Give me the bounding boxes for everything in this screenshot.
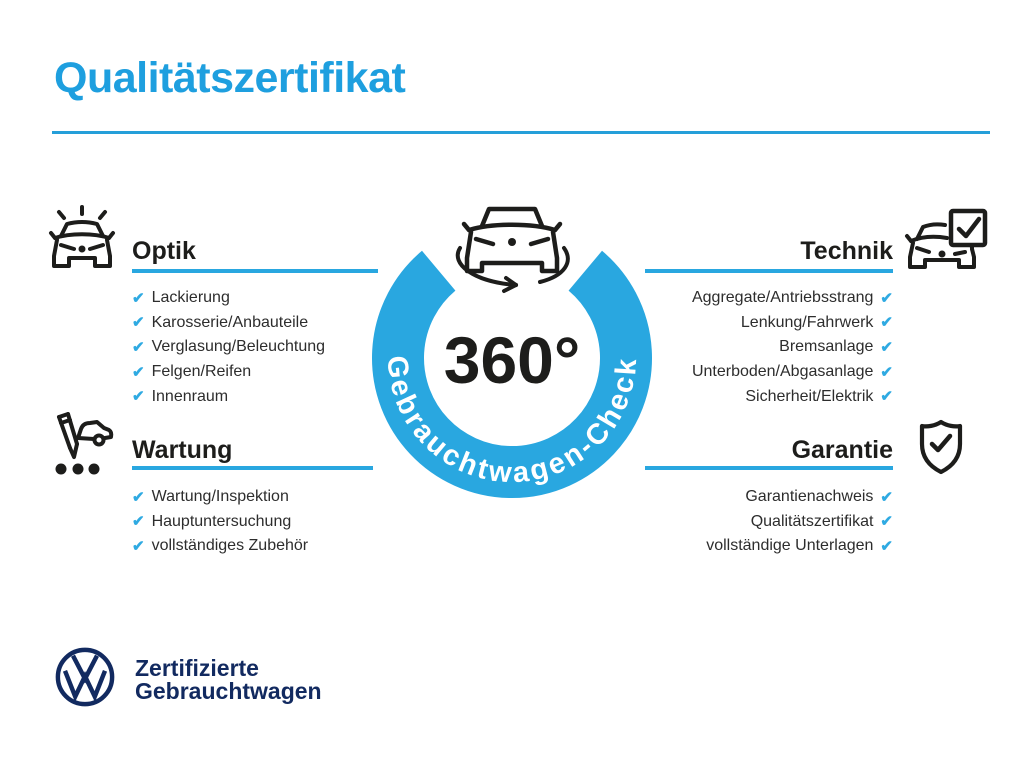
section-underline-wartung [132,466,373,470]
list-item: Bremsanlage ✔ [779,335,893,360]
item-label: Lackierung [151,289,230,307]
check-icon: ✔ [880,338,893,356]
list-item: ✔ Lackierung [132,286,325,311]
item-label: Sicherheit/Elektrik [745,387,874,405]
section-underline-technik [645,269,893,273]
check-icon: ✔ [132,314,145,332]
brand-line-1: Zertifizierte [135,655,259,681]
item-label: vollständige Unterlagen [706,537,874,555]
list-item: ✔ Felgen/Reifen [132,360,325,385]
technik-checklist: Aggregate/Antriebsstrang ✔ Lenkung/Fahrwe… [573,286,893,409]
check-icon: ✔ [880,388,893,406]
check-icon: ✔ [132,363,145,381]
check-icon: ✔ [880,314,893,332]
rotating-car-icon [455,206,570,293]
list-item: ✔ Verglasung/Beleuchtung [132,335,325,360]
360-check-badge: Gebrauchtwagen-Check 360° [372,206,652,498]
check-icon: ✔ [880,363,893,381]
header-divider [52,131,990,134]
optik-checklist: ✔ Lackierung ✔ Karosserie/Anbauteile ✔ Verg… [132,286,325,409]
section-underline-optik [132,269,378,273]
list-item: Aggregate/Antriebsstrang ✔ [692,286,893,311]
badge-degree-label: 360° [444,323,581,397]
badge-ring [372,250,652,498]
section-title-garantie: Garantie [791,436,893,464]
page-title: Qualitätszertifikat [54,54,406,102]
brand-wordmark: Zertifizierte Gebrauchtwagen [135,657,322,703]
item-label: Hauptuntersuchung [151,512,292,530]
item-label: Wartung/Inspektion [151,488,289,506]
list-item: ✔ Hauptuntersuchung [132,510,308,535]
list-item: vollständige Unterlagen ✔ [706,534,893,559]
check-icon: ✔ [132,513,145,531]
item-label: Felgen/Reifen [151,363,252,381]
list-item: ✔ Karosserie/Anbauteile [132,311,325,336]
item-label: Verglasung/Beleuchtung [151,338,326,356]
wartung-checklist: ✔ Wartung/Inspektion ✔ Hauptuntersuchung ✔… [132,485,308,559]
check-icon: ✔ [132,488,145,506]
item-label: Garantienachweis [745,488,874,506]
service-checklist-icon [55,412,114,475]
item-label: Aggregate/Antriebsstrang [691,289,874,307]
list-item: Sicherheit/Elektrik ✔ [745,384,893,409]
sparkling-car-icon [49,205,115,268]
item-label: Qualitätszertifikat [750,512,874,530]
item-label: Lenkung/Fahrwerk [740,313,874,331]
check-icon: ✔ [132,537,145,555]
list-item: Qualitätszertifikat ✔ [751,510,893,535]
section-title-technik: Technik [800,237,893,265]
check-icon: ✔ [880,289,893,307]
check-icon: ✔ [880,513,893,531]
item-label: Unterboden/Abgasanlage [691,363,874,381]
garantie-checklist: Garantienachweis ✔ Qualitätszertifikat ✔ v… [573,485,893,559]
item-label: Bremsanlage [779,338,874,356]
check-icon: ✔ [880,488,893,506]
check-icon: ✔ [132,289,145,307]
list-item: Lenkung/Fahrwerk ✔ [741,311,893,336]
check-icon: ✔ [132,388,145,406]
list-item: Unterboden/Abgasanlage ✔ [692,360,893,385]
item-label: Karosserie/Anbauteile [151,313,309,331]
section-title-wartung: Wartung [132,436,233,464]
section-underline-garantie [645,466,893,470]
check-icon: ✔ [880,537,893,555]
car-checkbox-icon [905,208,988,269]
item-label: vollständiges Zubehör [151,537,309,555]
vw-logo [55,647,115,707]
list-item: ✔ Innenraum [132,384,325,409]
brand-line-2: Gebrauchtwagen [135,678,322,704]
check-icon: ✔ [132,338,145,356]
item-label: Innenraum [151,387,229,405]
list-item: ✔ vollständiges Zubehör [132,534,308,559]
shield-check-icon [919,419,963,475]
section-title-optik: Optik [132,237,196,265]
list-item: Garantienachweis ✔ [745,485,893,510]
list-item: ✔ Wartung/Inspektion [132,485,308,510]
